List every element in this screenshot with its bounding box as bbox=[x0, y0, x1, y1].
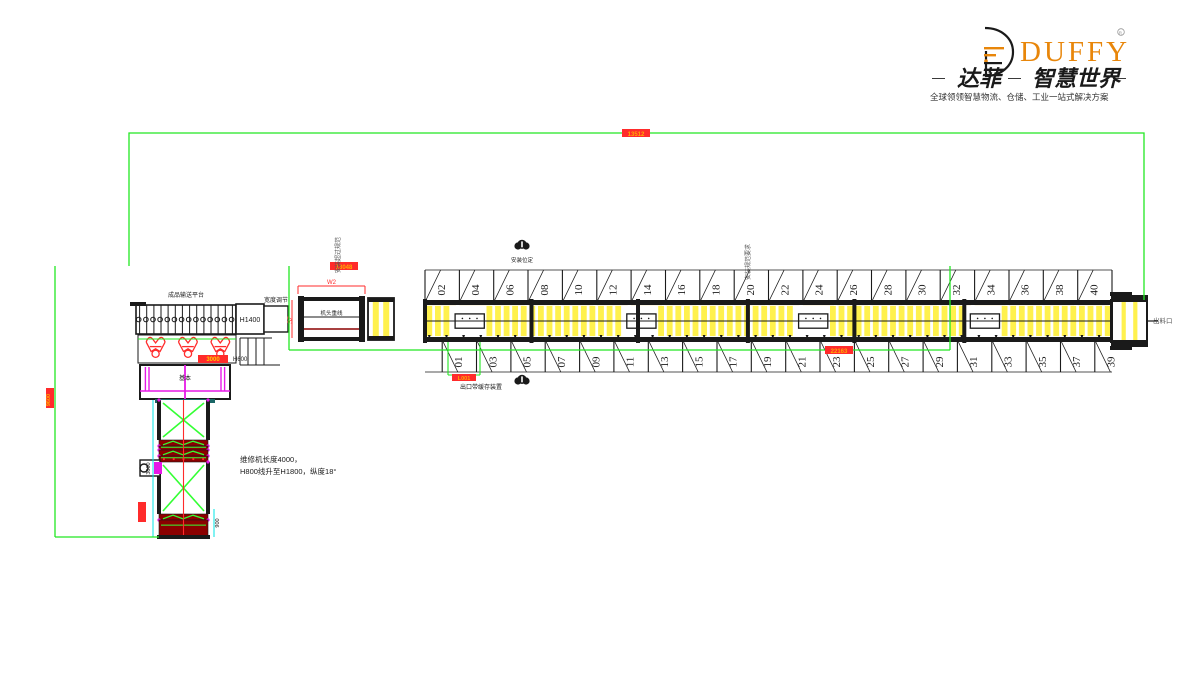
svg-text:35: 35 bbox=[1037, 356, 1049, 368]
svg-text:21: 21 bbox=[796, 357, 808, 368]
svg-text:10: 10 bbox=[573, 284, 585, 296]
svg-text:30: 30 bbox=[917, 284, 929, 296]
svg-text:33: 33 bbox=[1003, 356, 1015, 368]
svg-text:出口带缓存装置: 出口带缓存装置 bbox=[460, 383, 502, 391]
svg-text:17: 17 bbox=[728, 356, 740, 368]
svg-text:18: 18 bbox=[711, 284, 723, 296]
svg-text:28: 28 bbox=[882, 284, 894, 296]
svg-text:H1400: H1400 bbox=[240, 317, 261, 324]
svg-text:—: — bbox=[932, 70, 945, 85]
svg-text:26: 26 bbox=[848, 284, 860, 296]
svg-text:DUFFY: DUFFY bbox=[1020, 36, 1130, 68]
svg-text:H600: H600 bbox=[233, 357, 248, 363]
svg-text:13512: 13512 bbox=[628, 132, 645, 138]
svg-text:27: 27 bbox=[900, 356, 912, 368]
svg-text:37: 37 bbox=[1071, 356, 1083, 368]
svg-text:25: 25 bbox=[865, 356, 877, 368]
svg-text:23: 23 bbox=[831, 356, 843, 368]
svg-text:W2: W2 bbox=[327, 280, 337, 286]
svg-text:02: 02 bbox=[436, 285, 448, 296]
svg-text:15: 15 bbox=[693, 356, 705, 368]
svg-text:安装位定: 安装位定 bbox=[511, 256, 534, 264]
svg-text:22163: 22163 bbox=[831, 349, 848, 355]
svg-text:14: 14 bbox=[642, 284, 654, 296]
svg-text:3000: 3000 bbox=[146, 462, 152, 474]
svg-text:06: 06 bbox=[505, 284, 517, 296]
svg-text:安装超过规范: 安装超过规范 bbox=[334, 237, 342, 273]
svg-text:20: 20 bbox=[745, 284, 757, 296]
svg-text:36: 36 bbox=[1020, 284, 1032, 296]
svg-text:基本: 基本 bbox=[179, 374, 191, 382]
svg-text:—: — bbox=[1008, 70, 1021, 85]
svg-text:39: 39 bbox=[1106, 356, 1118, 368]
svg-text:22: 22 bbox=[779, 285, 791, 296]
svg-text:40: 40 bbox=[1088, 284, 1100, 296]
svg-text:34: 34 bbox=[985, 284, 997, 296]
svg-text:16: 16 bbox=[676, 284, 688, 296]
svg-text:09: 09 bbox=[590, 356, 602, 368]
svg-text:9600: 9600 bbox=[46, 394, 52, 406]
svg-text:04: 04 bbox=[470, 284, 482, 296]
svg-text:成品输送平台: 成品输送平台 bbox=[168, 291, 204, 299]
svg-text:01: 01 bbox=[453, 357, 465, 368]
svg-text:出料口: 出料口 bbox=[1153, 316, 1173, 325]
svg-text:机头重线: 机头重线 bbox=[320, 309, 343, 317]
svg-text:H800线升至H1800，纵度18°: H800线升至H1800，纵度18° bbox=[240, 466, 336, 476]
svg-text:38: 38 bbox=[1054, 284, 1066, 296]
svg-text:3000: 3000 bbox=[206, 357, 220, 363]
svg-text:全球领领智慧物流、仓储、工业一站式解决方案: 全球领领智慧物流、仓储、工业一站式解决方案 bbox=[930, 92, 1109, 102]
svg-text:07: 07 bbox=[556, 356, 568, 368]
svg-text:—: — bbox=[1113, 70, 1126, 85]
svg-text:12: 12 bbox=[608, 285, 620, 296]
svg-text:11: 11 bbox=[625, 357, 637, 368]
svg-text:安装规范要求: 安装规范要求 bbox=[744, 244, 752, 280]
svg-text:达菲: 达菲 bbox=[957, 66, 1005, 91]
svg-text:900: 900 bbox=[215, 518, 221, 527]
svg-text:19: 19 bbox=[762, 356, 774, 368]
svg-text:13: 13 bbox=[659, 356, 671, 368]
svg-text:03: 03 bbox=[487, 356, 499, 368]
svg-text:31: 31 bbox=[968, 357, 980, 368]
svg-text:08: 08 bbox=[539, 284, 551, 296]
svg-text:24: 24 bbox=[814, 284, 826, 296]
svg-text:05: 05 bbox=[522, 356, 534, 368]
svg-text:29: 29 bbox=[934, 356, 946, 368]
svg-text:L001: L001 bbox=[458, 376, 471, 382]
svg-text:宽度调节: 宽度调节 bbox=[264, 296, 288, 304]
svg-text:维修机长度4000，: 维修机长度4000， bbox=[240, 454, 302, 464]
svg-text:智慧世界: 智慧世界 bbox=[1032, 66, 1122, 91]
svg-text:32: 32 bbox=[951, 285, 963, 296]
